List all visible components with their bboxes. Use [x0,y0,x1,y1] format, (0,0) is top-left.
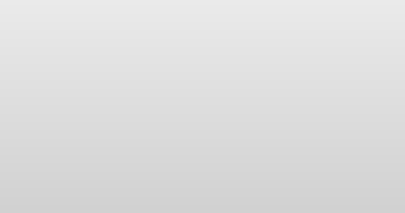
Text: virus:: virus: [72,164,108,183]
Text: standing water increased, the percentage of households: standing water increased, the percentage… [72,67,404,135]
Text: In Table 1, as the percentage of area covered with: In Table 1, as the percentage of area co… [95,48,392,111]
Text: 4.: 4. [67,95,84,112]
Text: decreased only.: decreased only. [110,204,209,213]
Text: increased only.: increased only. [110,182,205,211]
Text: in which one or more people were infected by West Nile: in which one or more people were infecte… [72,92,405,160]
Text: varied, but with no general trend.: varied, but with no general trend. [110,208,324,213]
Text: F.: F. [72,196,87,211]
